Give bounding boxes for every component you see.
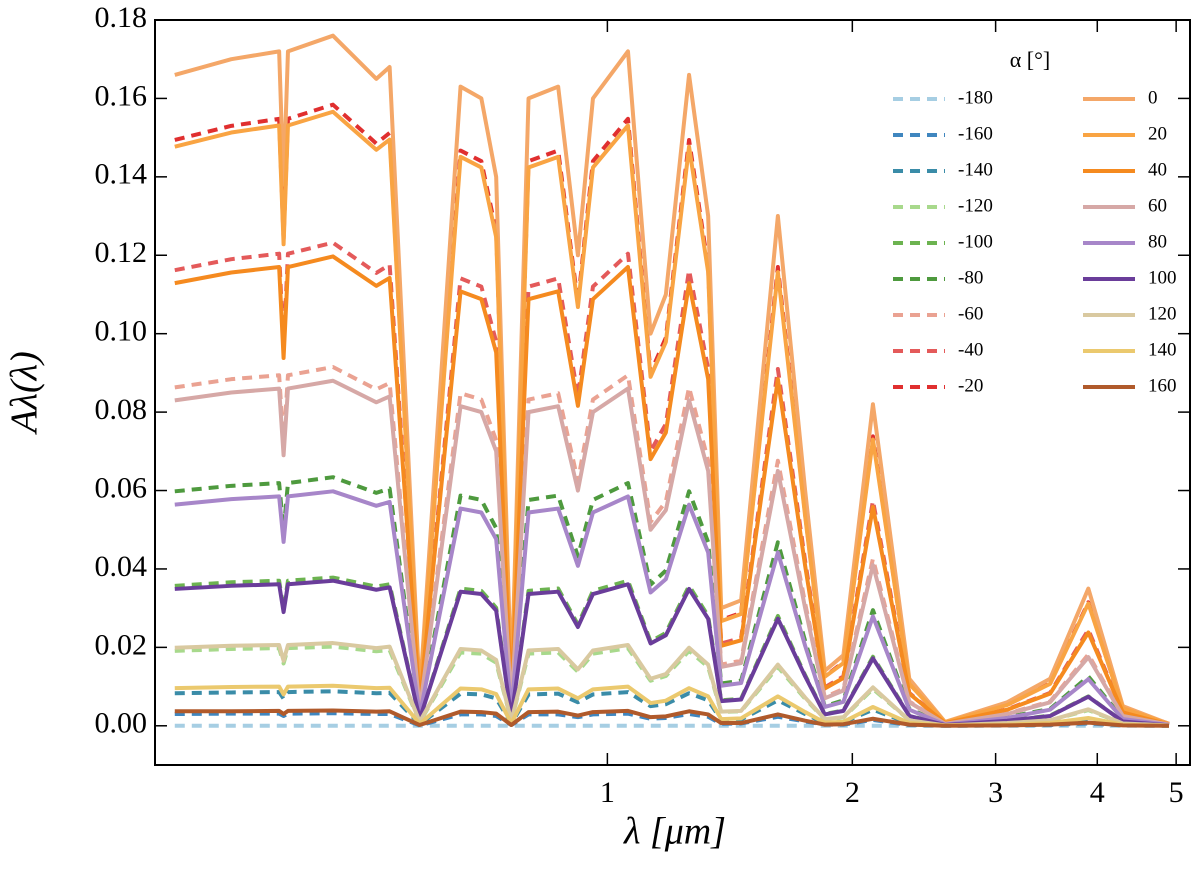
legend-label: 60 [1148, 195, 1167, 216]
y-axis-label: Aλ(λ) [4, 351, 46, 435]
series-line [174, 575, 1170, 728]
legend-label: -120 [958, 195, 993, 216]
y-tick-label: 0.04 [95, 550, 148, 583]
x-tick-label: 5 [1169, 776, 1184, 809]
x-tick-label: 2 [845, 776, 860, 809]
legend-label: -60 [958, 303, 983, 324]
legend-label: 0 [1148, 87, 1158, 108]
legend-label: 140 [1148, 339, 1177, 360]
legend-label: -180 [958, 87, 993, 108]
series-line [174, 578, 1170, 728]
series-line [174, 378, 1170, 727]
legend-label: 160 [1148, 375, 1177, 396]
legend-label: 80 [1148, 231, 1167, 252]
legend-label: -160 [958, 123, 993, 144]
y-tick-label: 0.12 [95, 236, 148, 269]
y-tick-label: 0.14 [95, 158, 148, 191]
y-tick-label: 0.16 [95, 79, 148, 112]
legend-label: 100 [1148, 267, 1177, 288]
legend-label: 20 [1148, 123, 1167, 144]
legend-label: -80 [958, 267, 983, 288]
y-tick-label: 0.18 [95, 1, 148, 34]
series-line [174, 708, 1170, 728]
legend-label: 120 [1148, 303, 1177, 324]
y-tick-label: 0.08 [95, 393, 148, 426]
y-tick-label: 0.10 [95, 315, 148, 348]
series-line [174, 109, 1170, 727]
x-axis-label: λ [μm] [623, 811, 726, 853]
series-line [174, 33, 1170, 726]
y-tick-label: 0.00 [95, 707, 148, 740]
series-line [174, 240, 1170, 727]
legend-label: -40 [958, 339, 983, 360]
series-line [174, 102, 1170, 726]
x-tick-label: 1 [600, 776, 615, 809]
y-tick-label: 0.02 [95, 628, 148, 661]
x-tick-label: 3 [988, 776, 1003, 809]
y-tick-label: 0.06 [95, 471, 148, 504]
series-line [174, 641, 1170, 728]
x-tick-label: 4 [1090, 776, 1105, 809]
legend-label: -20 [958, 375, 983, 396]
axes-frame [154, 19, 1191, 766]
series-line [174, 475, 1170, 727]
legend-label: -100 [958, 231, 993, 252]
series-line [174, 489, 1170, 727]
series-line [174, 254, 1170, 727]
plot-area [174, 33, 1170, 728]
legend-label: 40 [1148, 159, 1167, 180]
legend-title: α [°] [1010, 47, 1050, 72]
legend-label: -140 [958, 159, 993, 180]
